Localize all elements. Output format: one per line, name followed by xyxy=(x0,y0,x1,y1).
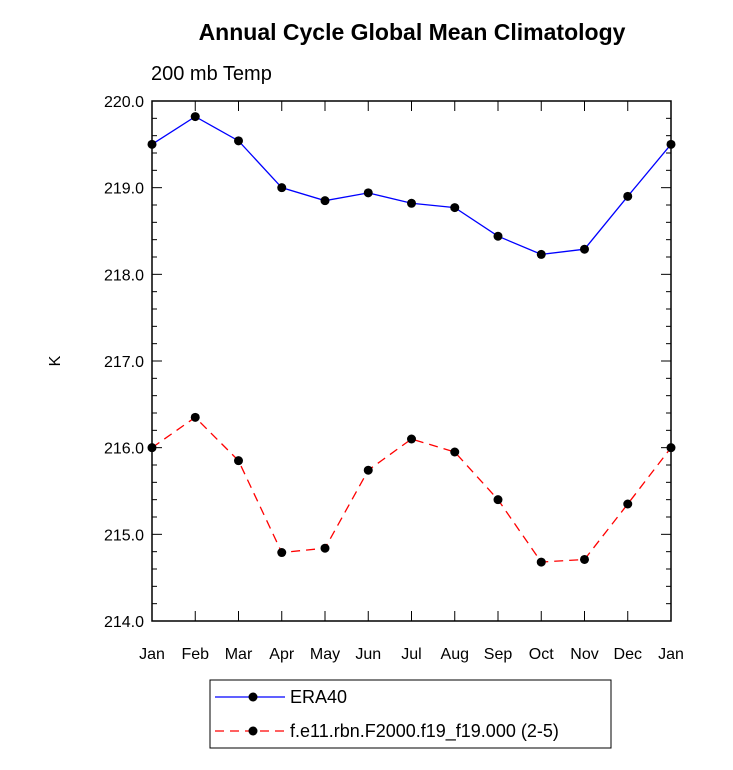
x-tick-label: Aug xyxy=(441,646,469,663)
series-1-point xyxy=(320,196,330,206)
x-tick-label: Jun xyxy=(355,646,381,663)
x-tick-label: Jan xyxy=(139,646,165,663)
series-1-point xyxy=(450,203,460,213)
series-2-point xyxy=(147,443,157,453)
series-1-point xyxy=(147,139,157,149)
x-tick-label: Mar xyxy=(225,646,253,663)
series-1-point xyxy=(190,112,200,122)
x-tick-label: Apr xyxy=(269,646,295,663)
x-tick-label: Jan xyxy=(658,646,684,663)
plot-frame xyxy=(151,100,672,622)
x-tick-label: Dec xyxy=(614,646,642,663)
series-2-point xyxy=(493,495,503,505)
x-tick-label: Feb xyxy=(181,646,209,663)
series-2-point xyxy=(190,412,200,422)
legend: ERA40 f.e11.rbn.F2000.f19_f19.000 (2-5) xyxy=(209,679,612,749)
series-1-point xyxy=(277,183,287,193)
series-2-point xyxy=(580,554,589,564)
legend-label-1: ERA40 xyxy=(290,687,347,707)
series-2-point xyxy=(536,557,546,567)
series-2-point xyxy=(277,548,287,558)
x-tick-label: Sep xyxy=(484,646,513,663)
series-2-point xyxy=(623,499,633,509)
y-tick-label: 215.0 xyxy=(104,527,144,544)
x-tick-label: Nov xyxy=(570,646,598,663)
series-1-point xyxy=(580,244,589,254)
legend-label-2: f.e11.rbn.F2000.f19_f19.000 (2-5) xyxy=(290,721,559,742)
x-tick-label: May xyxy=(310,646,340,663)
series-1-point xyxy=(623,191,633,201)
series-2-point xyxy=(666,443,676,453)
y-axis-label: K xyxy=(47,355,64,366)
series-1-point xyxy=(363,188,373,198)
legend-box xyxy=(209,679,612,749)
series-2-point xyxy=(363,465,373,475)
series-2-point xyxy=(407,434,416,444)
series-1-point xyxy=(666,139,676,149)
chart-subtitle: 200 mb Temp xyxy=(151,63,272,85)
y-tick-label: 216.0 xyxy=(104,441,144,458)
series-2-point xyxy=(450,447,460,457)
y-tick-label: 218.0 xyxy=(104,267,144,284)
plot-area: 214.0 215.0 216.0 217.0 218.0 219.0 220.0 Jan Fe… xyxy=(104,94,684,663)
chart-title: Annual Cycle Global Mean Climatology xyxy=(199,19,626,45)
x-tick-label: Oct xyxy=(529,646,554,663)
series-1-point xyxy=(234,136,243,146)
y-tick-label: 220.0 xyxy=(104,94,144,111)
series-2-point xyxy=(320,543,330,553)
legend-marker-1 xyxy=(248,692,258,702)
series-1-point xyxy=(536,249,546,259)
y-tick-label: 217.0 xyxy=(104,354,144,371)
y-tick-label: 214.0 xyxy=(104,614,144,631)
series-1-point xyxy=(407,198,416,208)
x-tick-label: Jul xyxy=(401,646,421,663)
series-line-1 xyxy=(151,115,672,256)
series-2-point xyxy=(234,456,243,466)
y-tick-label: 219.0 xyxy=(104,181,144,198)
series-1-point xyxy=(493,231,503,241)
legend-marker-2 xyxy=(248,726,258,736)
